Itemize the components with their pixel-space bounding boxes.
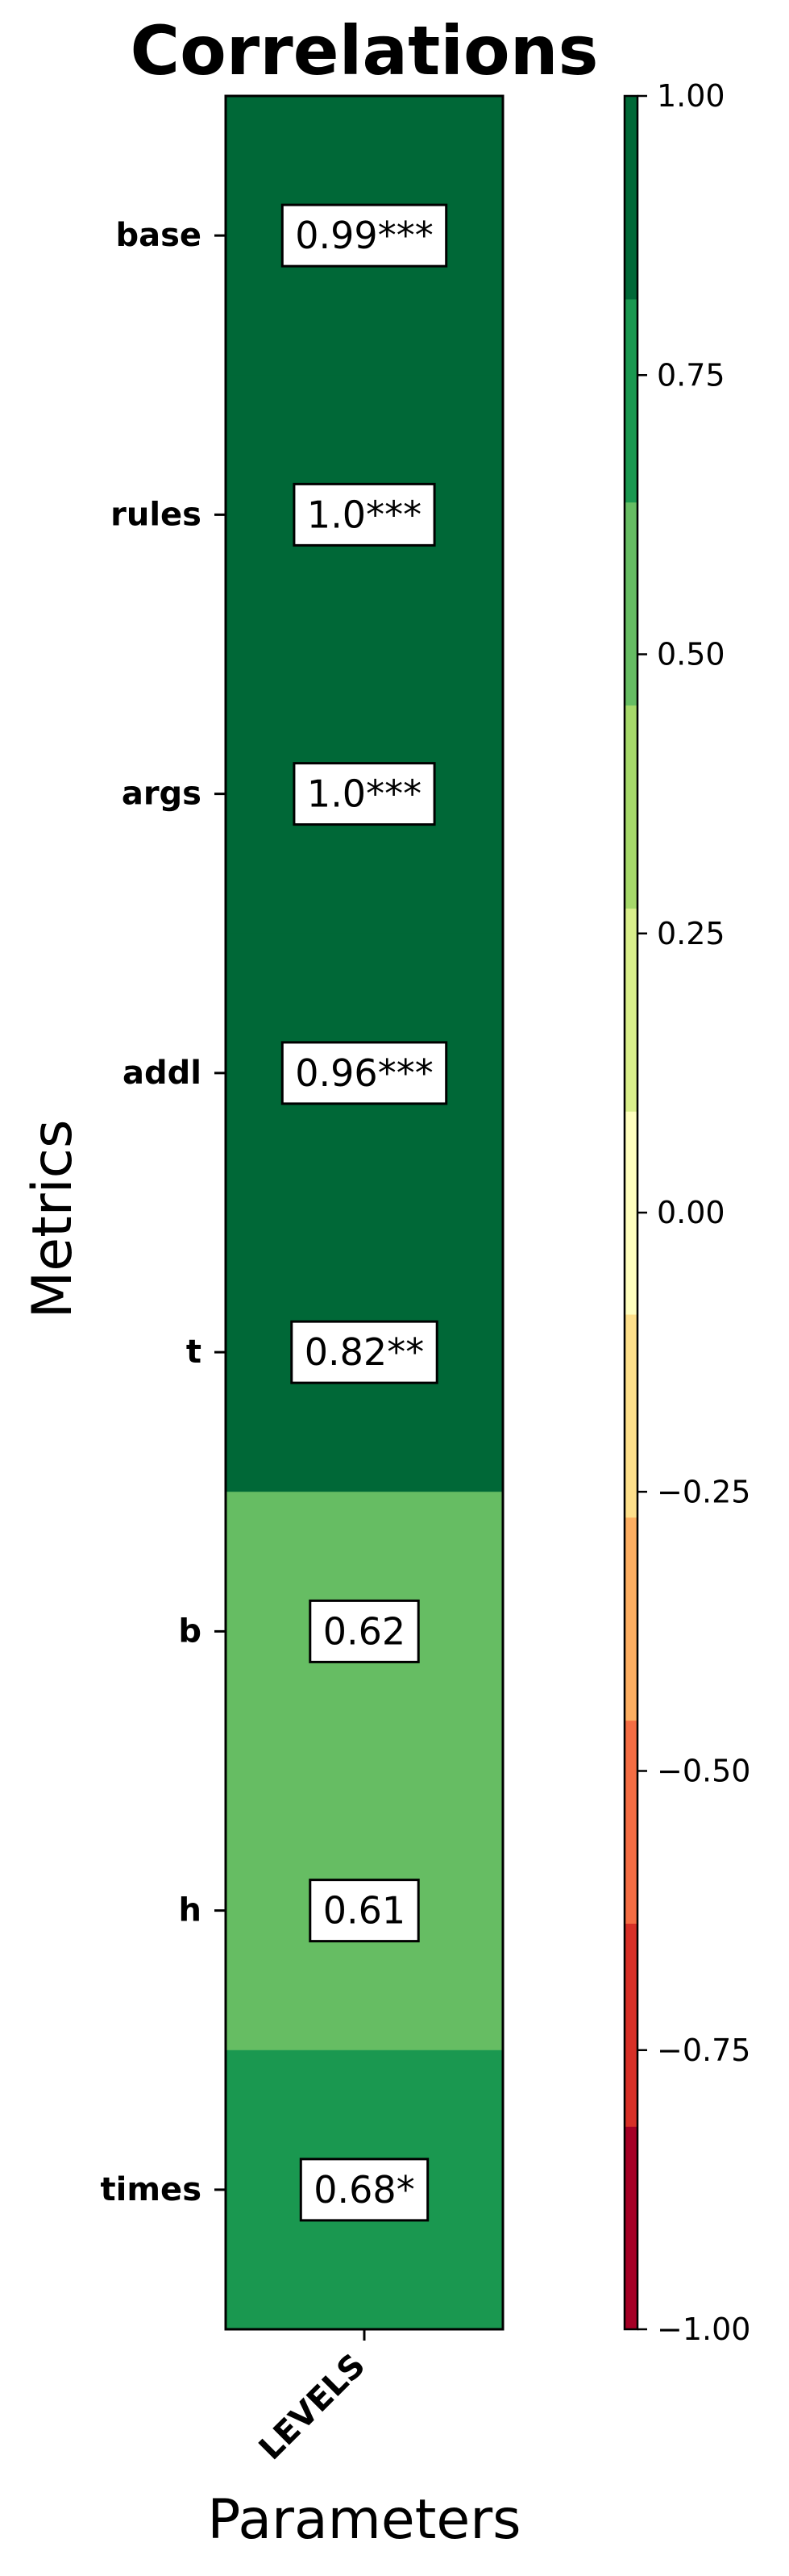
annotation-box — [280, 1041, 448, 1105]
colorbar-segment — [625, 1313, 637, 1518]
annotation-text: 0.62 — [323, 1609, 405, 1653]
colorbar-segment — [625, 2126, 637, 2330]
colorbar-segment — [625, 908, 637, 1112]
cell-annotation: 0.82** — [290, 1320, 438, 1384]
colorbar: 1.00 0.75 0.50 0.25 0.00 −0.25 −0.50 −0.75 −1.00 — [623, 78, 750, 2347]
annotation-box — [309, 1879, 420, 1943]
colorbar-segment — [625, 1720, 637, 1924]
cell-annotation: 1.0*** — [293, 482, 436, 547]
annotation-text: 1.0*** — [307, 772, 421, 816]
cell-annotation: 0.62 — [309, 1599, 420, 1663]
annotation-text: 0.96*** — [295, 1051, 433, 1095]
cell-annotation: 1.0*** — [293, 762, 436, 826]
y-axis-ticks: base rules args addl t b h times — [101, 217, 226, 2208]
colorbar-segment — [625, 298, 637, 503]
colorbar-tick-label: −0.50 — [657, 1754, 750, 1789]
y-tick-label: addl — [123, 1055, 201, 1092]
colorbar-segment — [625, 1111, 637, 1315]
cell-annotation: 0.99*** — [280, 203, 448, 268]
y-tick-label: base — [115, 217, 201, 254]
cell-annotation: 0.68* — [299, 2158, 430, 2222]
x-axis-ticks: LEVELS — [252, 2329, 372, 2467]
colorbar-tick-label: −0.25 — [657, 1474, 750, 1509]
annotation-text: 1.0*** — [307, 493, 421, 536]
colorbar-tick-label: 0.00 — [657, 1195, 725, 1230]
colorbar-segment — [625, 1517, 637, 1721]
annotation-box — [293, 762, 436, 826]
colorbar-segment — [625, 1923, 637, 2127]
colorbar-tick-label: −0.75 — [657, 2033, 750, 2068]
colorbar-segment — [625, 96, 637, 300]
colorbar-segment — [625, 501, 637, 706]
annotation-box — [299, 2158, 430, 2222]
y-tick-label: rules — [110, 496, 201, 533]
annotation-box — [280, 203, 448, 268]
colorbar-tick-label: 0.50 — [657, 637, 725, 672]
colorbar-segment — [625, 705, 637, 909]
y-tick-label: times — [101, 2171, 201, 2208]
y-tick-label: h — [179, 1892, 201, 1929]
cell-annotations: 0.99*** 1.0*** 1.0*** 0.96*** 0.82** 0.62 0.61… — [280, 203, 448, 2222]
y-axis-label: Metrics — [21, 1120, 85, 1319]
annotation-box — [293, 482, 436, 547]
colorbar-tick-label: 1.00 — [657, 78, 725, 114]
y-tick-label: t — [186, 1334, 201, 1371]
y-tick-label: args — [122, 776, 201, 813]
heatmap-cells — [224, 94, 505, 2331]
annotation-box — [290, 1320, 438, 1384]
annotation-box — [309, 1599, 420, 1663]
chart-title: Correlations — [130, 11, 598, 90]
cell-annotation: 0.61 — [309, 1879, 420, 1943]
x-tick-label: LEVELS — [252, 2347, 372, 2467]
x-axis-label: Parameters — [207, 2488, 521, 2552]
colorbar-tick-label: −1.00 — [657, 2312, 750, 2347]
colorbar-tick-label: 0.25 — [657, 916, 725, 951]
annotation-text: 0.68* — [314, 2168, 414, 2212]
y-tick-label: b — [178, 1613, 201, 1650]
annotation-text: 0.82** — [305, 1330, 424, 1374]
annotation-text: 0.61 — [323, 1889, 405, 1933]
annotation-text: 0.99*** — [295, 214, 433, 257]
cell-annotation: 0.96*** — [280, 1041, 448, 1105]
colorbar-tick-label: 0.75 — [657, 357, 725, 393]
